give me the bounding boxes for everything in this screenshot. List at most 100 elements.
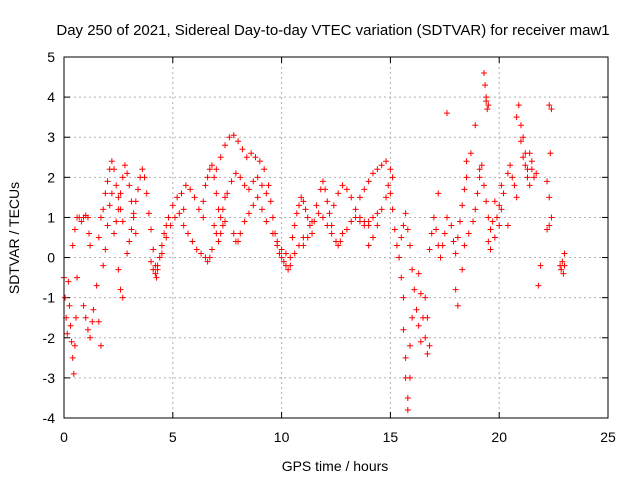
data-point [200, 198, 207, 205]
data-point [548, 106, 555, 113]
data-point [513, 114, 520, 121]
data-point [319, 214, 326, 221]
data-point [108, 190, 115, 197]
data-point [280, 258, 287, 265]
data-point [313, 202, 320, 209]
data-point [239, 146, 246, 153]
data-point [206, 254, 213, 261]
data-point [324, 222, 331, 229]
data-point [128, 226, 135, 233]
data-point [537, 262, 544, 269]
data-point [322, 186, 329, 193]
data-point [496, 202, 503, 209]
data-point [304, 214, 311, 221]
data-point [126, 238, 133, 245]
data-point [74, 274, 81, 281]
data-point [437, 254, 444, 261]
data-point [152, 270, 159, 277]
data-point [348, 218, 355, 225]
data-point [237, 174, 244, 181]
data-point [232, 170, 239, 177]
data-point [145, 210, 152, 217]
data-point [415, 270, 422, 277]
data-point [250, 202, 257, 209]
data-point [150, 246, 157, 253]
data-point [546, 222, 553, 229]
data-point [391, 226, 398, 233]
data-point [470, 218, 477, 225]
data-point [413, 306, 420, 313]
data-point [400, 222, 407, 229]
data-point [491, 234, 498, 241]
data-point [78, 218, 85, 225]
data-point [526, 150, 533, 157]
data-point [500, 190, 507, 197]
plot-frame [63, 56, 609, 419]
data-point [374, 210, 381, 217]
data-point [84, 326, 91, 333]
data-point [404, 394, 411, 401]
data-point [174, 194, 181, 201]
data-point [383, 194, 390, 201]
data-point [426, 342, 433, 349]
data-point [217, 214, 224, 221]
data-point [520, 134, 527, 141]
data-point [230, 132, 237, 139]
data-point [115, 194, 122, 201]
data-point [106, 202, 113, 209]
data-point [213, 166, 220, 173]
data-point [200, 214, 207, 221]
data-point [339, 182, 346, 189]
data-point [443, 110, 450, 117]
data-point [224, 190, 231, 197]
data-point [119, 218, 126, 225]
grid-lines [64, 57, 608, 418]
data-point [113, 218, 120, 225]
data-point [328, 230, 335, 237]
data-point [208, 246, 215, 253]
data-point [513, 194, 520, 201]
data-point [393, 242, 400, 249]
data-point [365, 178, 372, 185]
data-point [130, 210, 137, 217]
data-point [467, 150, 474, 157]
data-point [454, 302, 461, 309]
data-point [161, 230, 168, 237]
data-point [211, 222, 218, 229]
data-point [465, 230, 472, 237]
data-point [64, 330, 71, 337]
y-tick-label: 4 [47, 89, 55, 105]
data-point [547, 150, 554, 157]
data-point [89, 318, 96, 325]
x-tick-label: 20 [491, 429, 507, 445]
data-point [560, 270, 567, 277]
data-point [400, 294, 407, 301]
data-point [189, 238, 196, 245]
y-axis-label: SDTVAR / TECUs [6, 182, 22, 294]
x-tick-label: 10 [274, 429, 290, 445]
data-point [302, 206, 309, 213]
data-point [69, 354, 76, 361]
data-point [491, 198, 498, 205]
data-point [387, 190, 394, 197]
data-point [396, 254, 403, 261]
data-point [287, 254, 294, 261]
data-point [559, 258, 566, 265]
data-point [154, 262, 161, 269]
data-point [87, 334, 94, 341]
data-point [335, 190, 342, 197]
data-point [484, 106, 491, 113]
data-point [406, 242, 413, 249]
data-point [531, 174, 538, 181]
data-point [141, 174, 148, 181]
data-point [71, 226, 78, 233]
data-point [517, 138, 524, 145]
data-point [113, 182, 120, 189]
data-point [111, 166, 118, 173]
data-point [180, 206, 187, 213]
data-point [548, 214, 555, 221]
data-point [356, 194, 363, 201]
data-point [237, 230, 244, 237]
data-point [226, 134, 233, 141]
data-point [422, 334, 429, 341]
